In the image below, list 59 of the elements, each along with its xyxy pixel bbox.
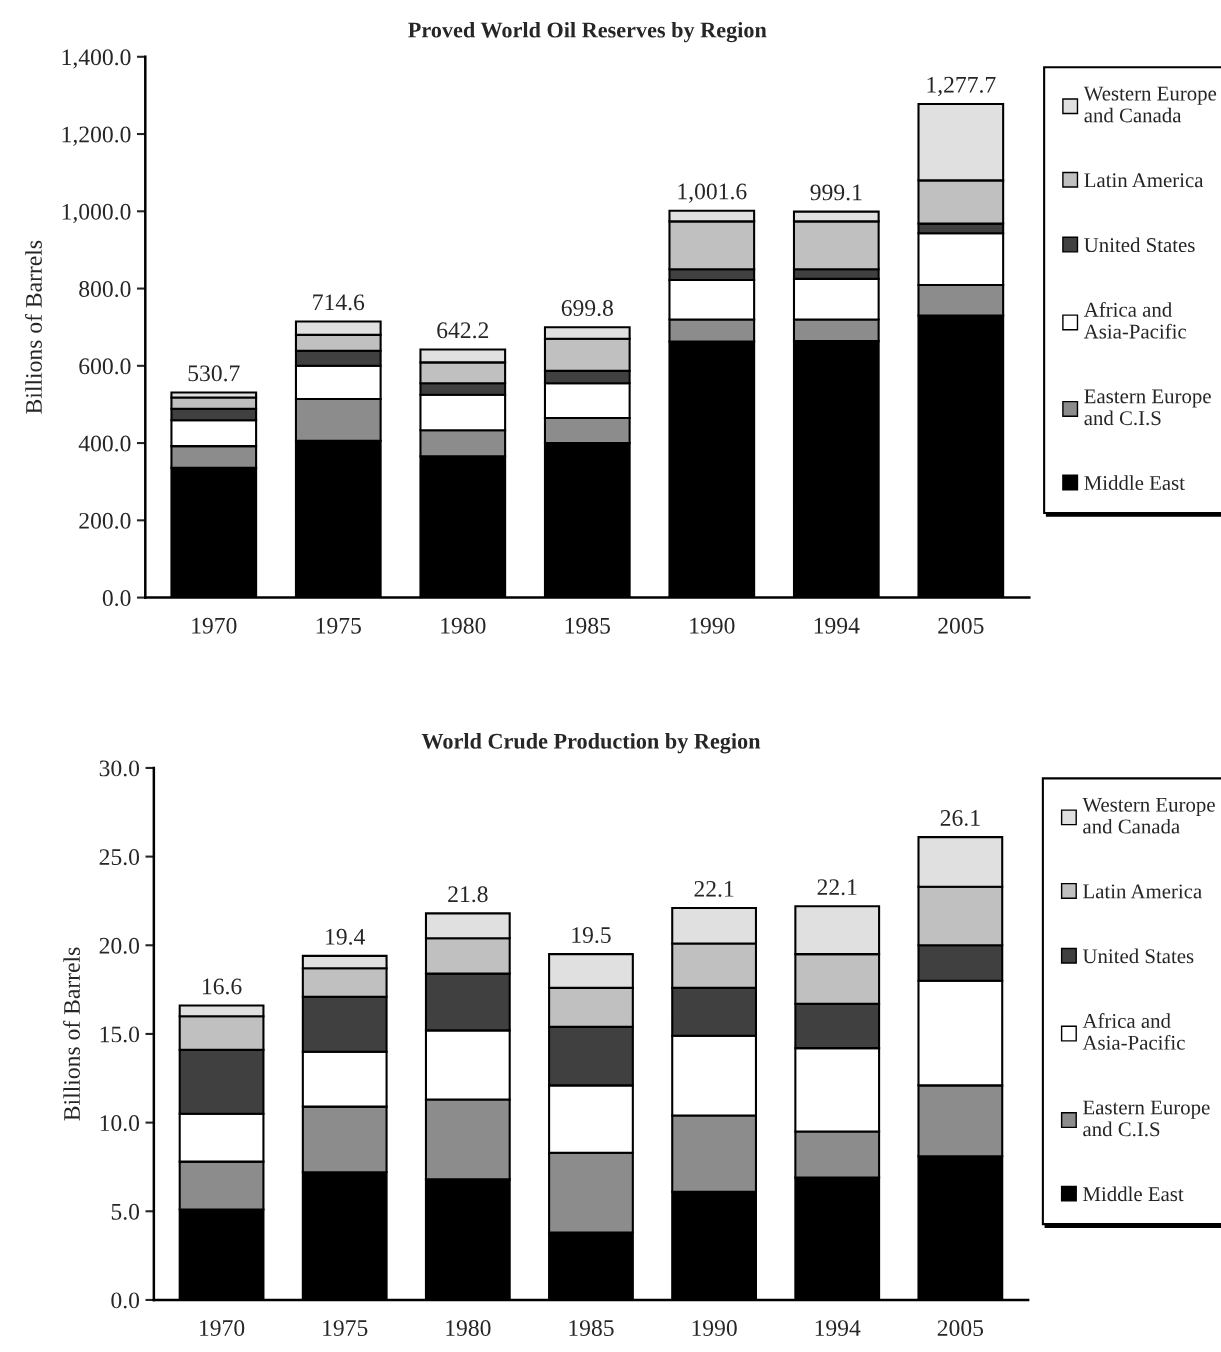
x-tick-label: 1994 <box>814 617 860 634</box>
total-label: 26.1 <box>940 810 980 827</box>
x-tick-label: 1985 <box>569 1320 614 1337</box>
legend-label: Eastern Europe and C.I.S <box>1083 1100 1210 1137</box>
total-label: 16.6 <box>202 978 242 995</box>
y-tick-label: 5.0 <box>111 1203 140 1220</box>
legend-label: United States <box>1084 237 1195 253</box>
y-tick-label: 1,400.0 <box>62 49 131 69</box>
total-label: 19.5 <box>572 927 611 944</box>
legend-label: Western Europe and Canada <box>1082 797 1215 834</box>
y-tick-label: 15.0 <box>100 1026 140 1043</box>
y-axis-title: Billions of Barrels <box>25 240 42 414</box>
total-label: 1,001.6 <box>678 183 747 203</box>
y-tick-label: 20.0 <box>99 937 140 954</box>
total-label: 19.4 <box>326 928 365 945</box>
legend-label: Latin America <box>1084 173 1204 188</box>
x-tick-label: 1985 <box>565 617 610 634</box>
legend-label: United States <box>1082 948 1194 964</box>
total-label: 530.7 <box>188 365 240 382</box>
y-tick-label: 1,200.0 <box>62 126 131 146</box>
x-tick-label: 1975 <box>323 1320 368 1337</box>
x-tick-label: 2005 <box>938 617 984 634</box>
legend-label: Latin America <box>1083 884 1202 899</box>
total-label: 642.2 <box>437 322 489 339</box>
y-tick-label: 600.0 <box>79 358 131 375</box>
total-label: 22.1 <box>694 880 734 897</box>
y-tick-label: 400.0 <box>78 435 131 452</box>
y-tick-label: 30.0 <box>99 760 140 777</box>
y-tick-label: 1,000.0 <box>62 203 131 224</box>
legend-label: Africa and Asia-Pacific <box>1083 301 1187 339</box>
total-label: 699.8 <box>561 300 613 317</box>
total-label: 1,277.7 <box>927 76 996 97</box>
x-tick-label: 1994 <box>815 1320 861 1337</box>
x-tick-label: 1975 <box>316 617 361 634</box>
y-tick-label: 10.0 <box>100 1115 140 1132</box>
legend-label: Africa and Asia-Pacific <box>1082 1013 1185 1050</box>
y-tick-label: 200.0 <box>79 512 131 529</box>
legend-label: Western Europe and Canada <box>1083 86 1217 123</box>
y-axis-title: Billions of Barrels <box>63 947 80 1121</box>
y-tick-label: 0.0 <box>111 1292 140 1309</box>
x-tick-label: 1970 <box>200 1320 245 1337</box>
total-label: 21.8 <box>448 886 488 903</box>
x-tick-label: 1980 <box>441 617 486 634</box>
x-tick-label: 1990 <box>692 1320 737 1337</box>
chart-title: World Crude Production by Region <box>421 733 761 754</box>
x-tick-label: 1980 <box>446 1320 491 1337</box>
legend-label: Middle East <box>1083 1186 1184 1202</box>
y-tick-label: 0.0 <box>102 590 131 607</box>
x-tick-label: 1990 <box>690 617 735 634</box>
total-label: 22.1 <box>817 879 857 896</box>
legend-label: Middle East <box>1084 475 1185 490</box>
legend-label: Eastern Europe and C.I.S <box>1084 389 1211 426</box>
total-label: 714.6 <box>313 294 365 311</box>
x-tick-label: 1970 <box>192 617 237 634</box>
chart-title: Proved World Oil Reserves by Region <box>408 21 767 43</box>
y-tick-label: 25.0 <box>99 849 140 866</box>
total-label: 999.1 <box>810 184 862 201</box>
x-tick-label: 2005 <box>937 1320 984 1337</box>
y-tick-label: 800.0 <box>79 281 131 298</box>
